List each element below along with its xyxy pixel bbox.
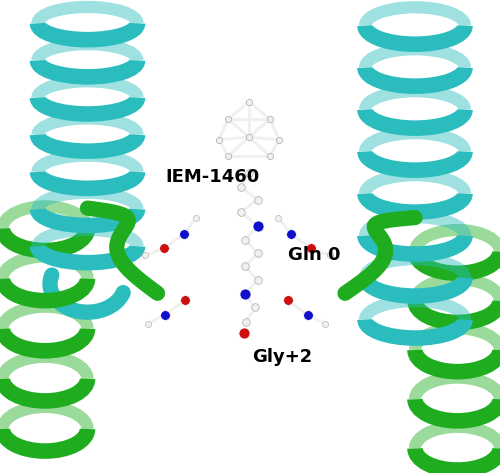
Text: Gln 0: Gln 0: [288, 246, 340, 264]
Text: Gly+2: Gly+2: [252, 348, 313, 366]
Text: IEM-1460: IEM-1460: [165, 168, 259, 186]
